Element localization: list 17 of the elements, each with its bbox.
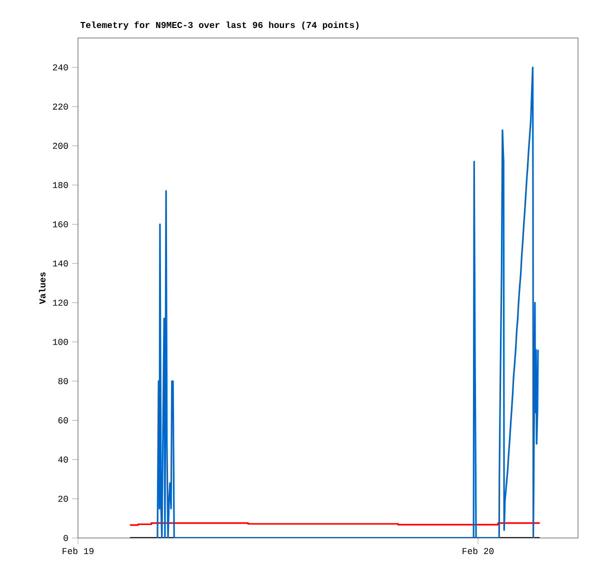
y-tick-label: 120: [52, 300, 68, 306]
y-tick-label: 0: [64, 534, 68, 542]
y-tick-label: 160: [52, 221, 68, 228]
y-tick-label: 60: [58, 417, 68, 424]
y-tick-label: 140: [52, 260, 68, 267]
y-tick-label: 180: [52, 182, 68, 188]
y-tick-label: 220: [52, 104, 68, 110]
x-tick-label: Feb 19: [62, 548, 94, 554]
y-tick-label: 240: [52, 64, 68, 70]
y-tick-label: 20: [58, 496, 68, 502]
y-tick-label: 100: [52, 338, 68, 345]
x-tick-label: Feb 20: [462, 548, 494, 554]
y-tick-label: 40: [58, 456, 68, 463]
chart-title: Telemetry for N9MEC-3 over last 96 hours (74 points): [80, 21, 358, 30]
y-tick-label: 200: [52, 142, 68, 149]
y-tick-label: 80: [58, 378, 68, 384]
y-axis-title: Values: [38, 272, 46, 304]
